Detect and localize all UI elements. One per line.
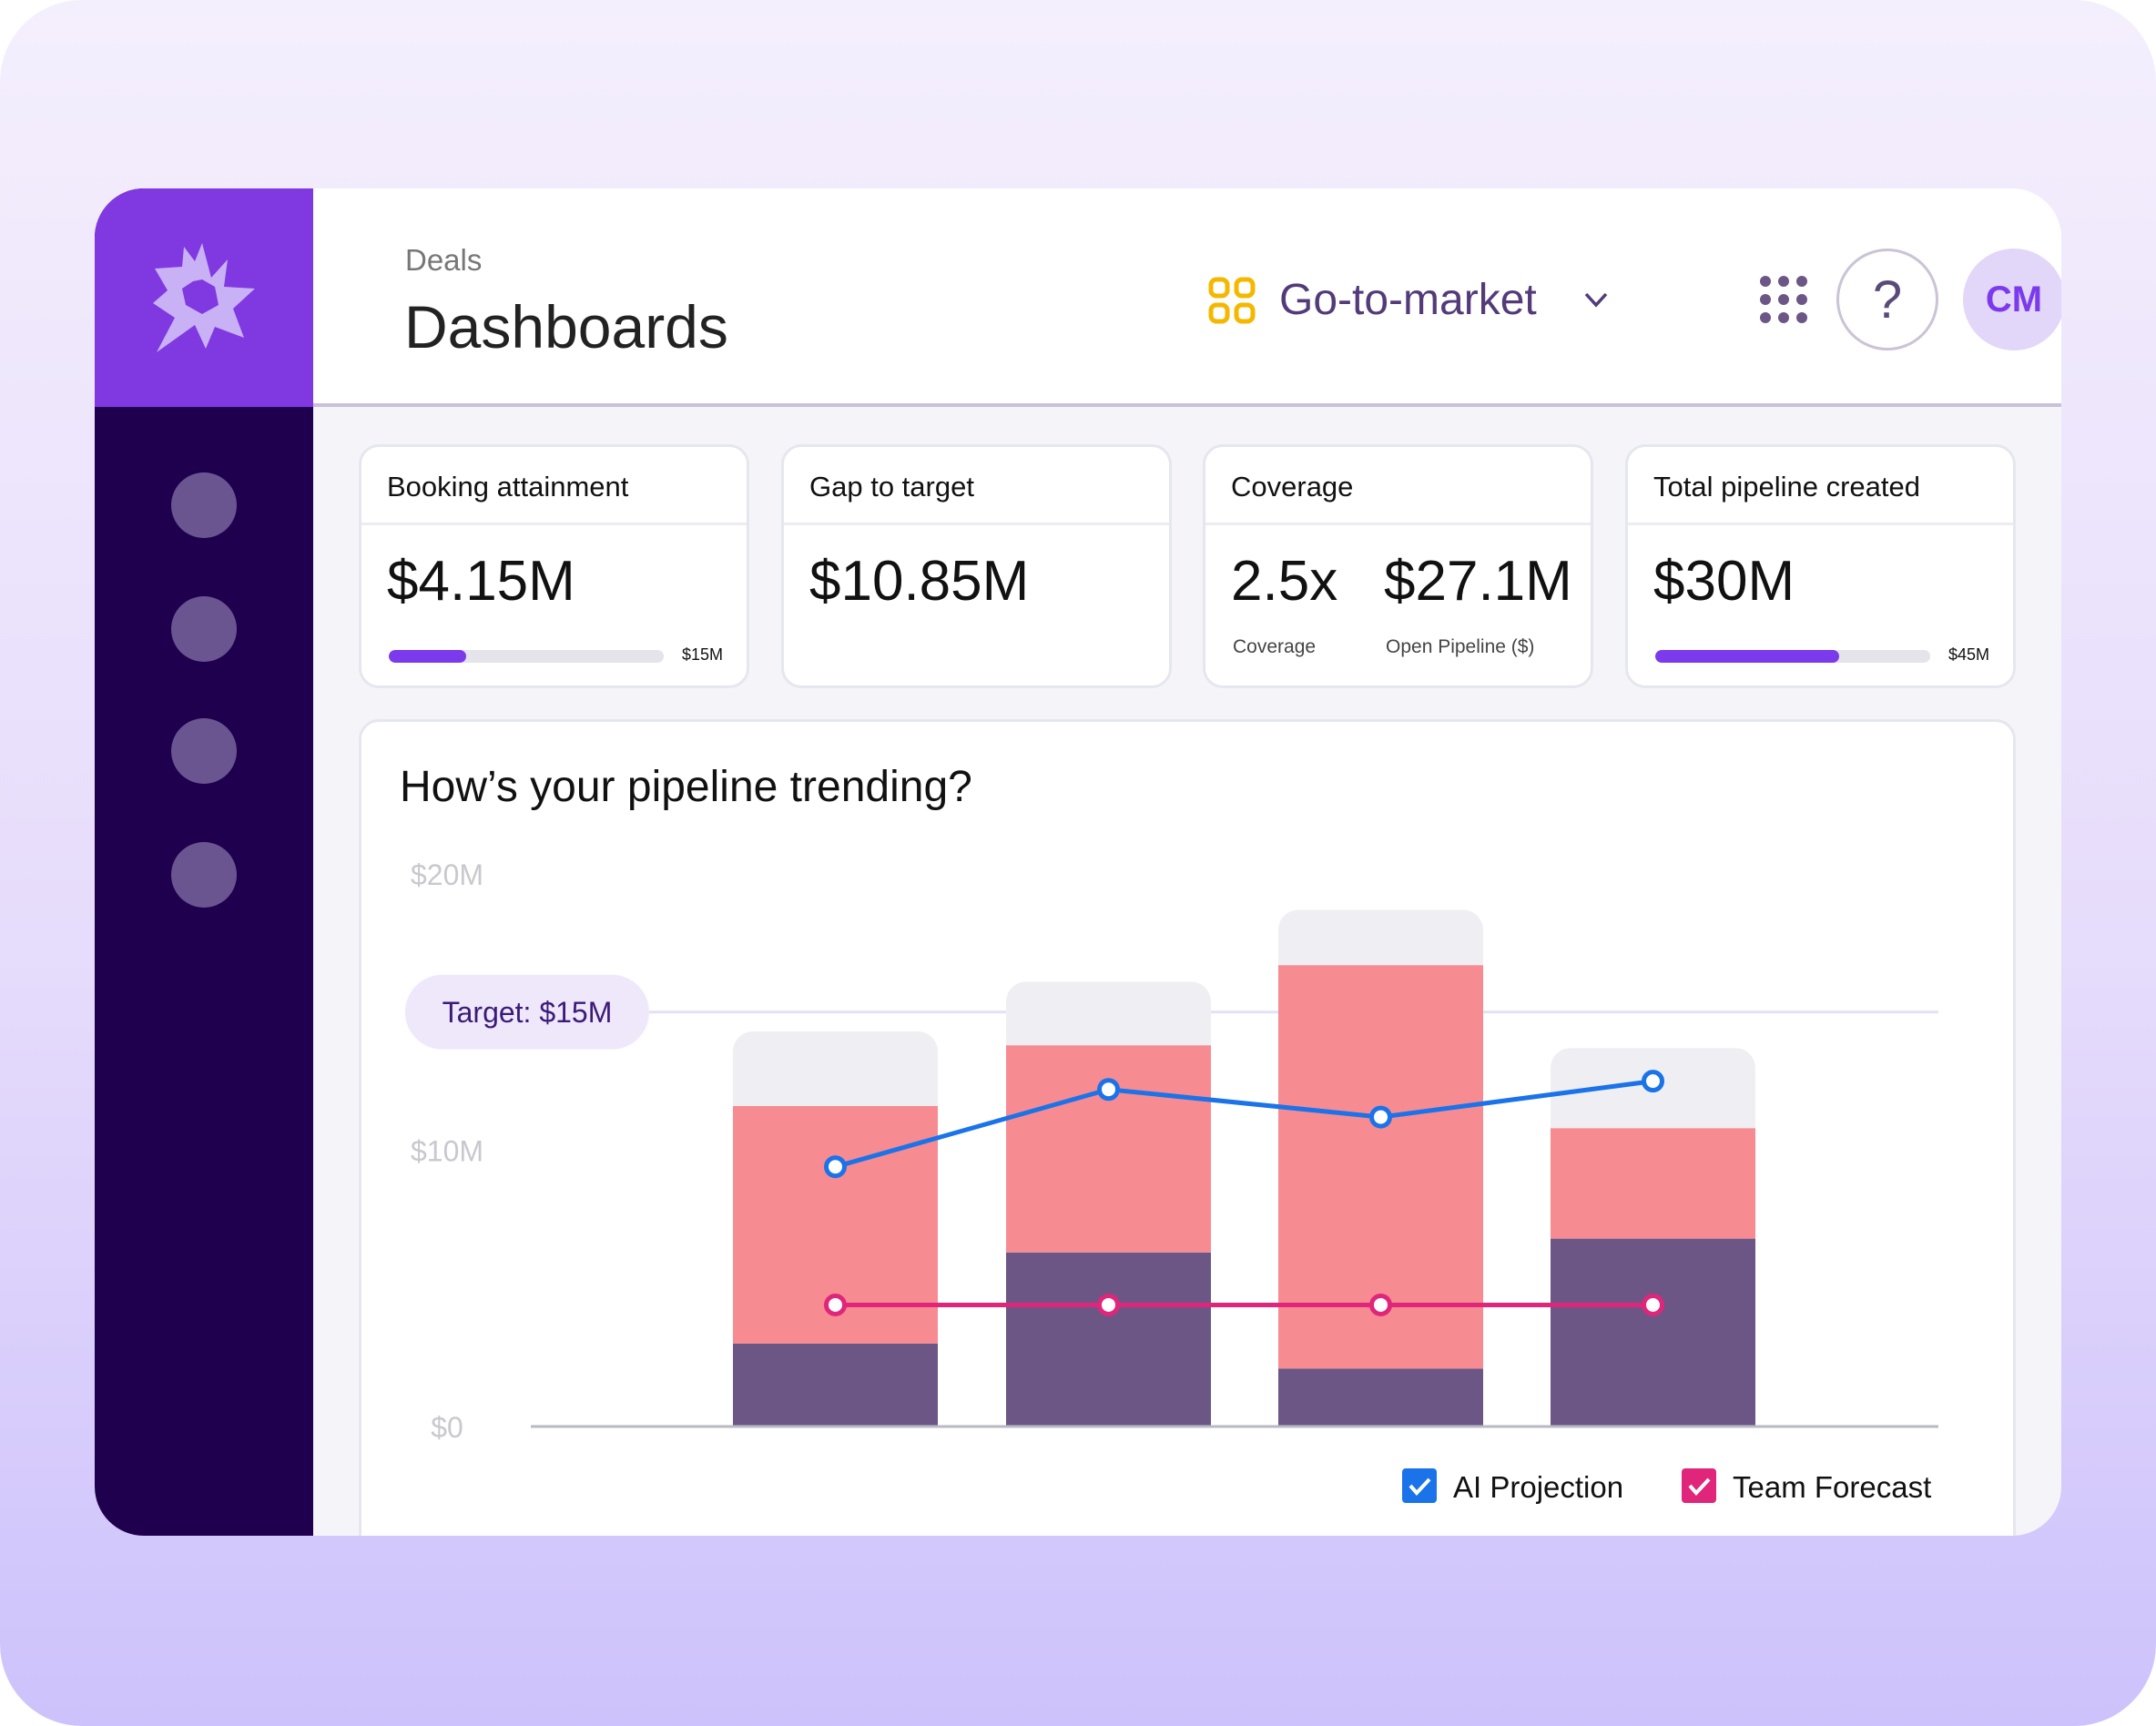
bar-3 xyxy=(1278,909,1483,1426)
card-gap-to-target: Gap to target $10.85M xyxy=(781,444,1172,688)
bar-segment-top xyxy=(733,1031,938,1106)
progress-bar xyxy=(389,650,664,663)
y-tick-label: $0 xyxy=(431,1411,463,1444)
help-button[interactable]: ? xyxy=(1836,249,1938,350)
card-booking-attainment: Booking attainment $4.15M $15M xyxy=(359,444,749,688)
target-pill xyxy=(405,974,649,1050)
legend-item[interactable]: AI Projection xyxy=(1402,1468,1623,1504)
data-point xyxy=(1097,1293,1120,1316)
data-point xyxy=(1097,1078,1120,1102)
chart-title: How’s your pipeline trending? xyxy=(400,763,972,811)
card-title: Total pipeline created xyxy=(1628,447,2013,525)
card-coverage: Coverage 2.5x $27.1M Coverage Open Pipel… xyxy=(1203,444,1593,688)
bar-segment-base xyxy=(1278,1368,1483,1426)
data-point xyxy=(1642,1070,1664,1093)
bar-2 xyxy=(1006,981,1211,1426)
card-title: Booking attainment xyxy=(361,447,747,525)
chevron-down-icon xyxy=(1584,292,1608,308)
sidebar-item-2[interactable] xyxy=(171,596,237,662)
bar-segment-mid xyxy=(1006,1045,1211,1253)
breadcrumb[interactable]: Deals xyxy=(405,243,483,277)
apps-grid-icon[interactable] xyxy=(1759,275,1808,324)
coverage-label: Coverage xyxy=(1233,636,1317,657)
sidebar-item-3[interactable] xyxy=(171,718,237,784)
bar-segment-base xyxy=(1551,1238,1755,1426)
data-point xyxy=(1642,1293,1664,1316)
bar-segment-base xyxy=(733,1343,938,1426)
open-pipeline-value: $27.1M xyxy=(1384,550,1572,613)
checkbox-checked-icon xyxy=(1402,1468,1437,1503)
target-label: Target: $15M xyxy=(442,996,613,1029)
sidebar-item-4[interactable] xyxy=(171,842,237,908)
header: Deals Dashboards Go-to-market ? CM xyxy=(313,188,2061,407)
card-total-pipeline: Total pipeline created $30M $45M xyxy=(1625,444,2016,688)
check-icon xyxy=(1409,1477,1431,1496)
bar-segment-top xyxy=(1006,981,1211,1046)
bar-1 xyxy=(733,1031,938,1426)
logo[interactable] xyxy=(95,188,313,407)
data-point xyxy=(824,1155,847,1179)
page-title: Dashboards xyxy=(404,293,728,360)
checkbox-checked-icon xyxy=(1682,1468,1716,1503)
legend-item[interactable]: Team Forecast xyxy=(1682,1468,1931,1504)
bar-4 xyxy=(1551,1048,1755,1426)
progress-max: $15M xyxy=(681,645,723,664)
card-value: $30M xyxy=(1653,550,1795,613)
pipeline-chart-panel: How’s your pipeline trending? $0 $10M $20M… xyxy=(359,719,2016,1536)
data-point xyxy=(1369,1293,1392,1316)
sidebar-item-1[interactable] xyxy=(171,472,237,538)
card-value: $4.15M xyxy=(387,550,575,613)
legend-label: AI Projection xyxy=(1453,1470,1623,1504)
sidebar xyxy=(95,188,313,1536)
open-pipeline-label: Open Pipeline ($) xyxy=(1386,636,1535,657)
series-line-ai-projection xyxy=(834,1079,1653,1170)
y-tick-label: $10M xyxy=(411,1135,483,1168)
coverage-ratio: 2.5x xyxy=(1231,550,1338,613)
progress-max: $45M xyxy=(1948,645,1989,664)
avatar[interactable]: CM xyxy=(1963,249,2061,350)
starburst-logo-icon xyxy=(153,243,255,352)
bar-segment-base xyxy=(1006,1252,1211,1426)
legend-label: Team Forecast xyxy=(1733,1470,1931,1504)
card-title: Coverage xyxy=(1205,447,1591,525)
card-value: $10.85M xyxy=(809,550,1030,613)
workspace-grid-icon xyxy=(1208,277,1256,323)
card-title: Gap to target xyxy=(784,447,1169,525)
workspace-selector[interactable]: Go-to-market xyxy=(1208,275,1619,325)
bar-segment-top xyxy=(1278,909,1483,966)
bar-segment-mid xyxy=(1551,1128,1755,1239)
data-point xyxy=(1369,1105,1392,1129)
help-icon: ? xyxy=(1872,269,1903,330)
avatar-initials: CM xyxy=(1985,279,2043,320)
pipeline-chart: $0 $10M $20M Target: $15M AI Projection Team … xyxy=(405,858,1938,1504)
check-icon xyxy=(1688,1477,1711,1496)
app-window: Deals Dashboards Go-to-market ? CM Booki… xyxy=(95,188,2061,1536)
y-tick-label: $20M xyxy=(411,858,483,891)
workspace-label: Go-to-market xyxy=(1279,276,1537,324)
progress-bar xyxy=(1655,650,1930,663)
data-point xyxy=(824,1293,847,1316)
